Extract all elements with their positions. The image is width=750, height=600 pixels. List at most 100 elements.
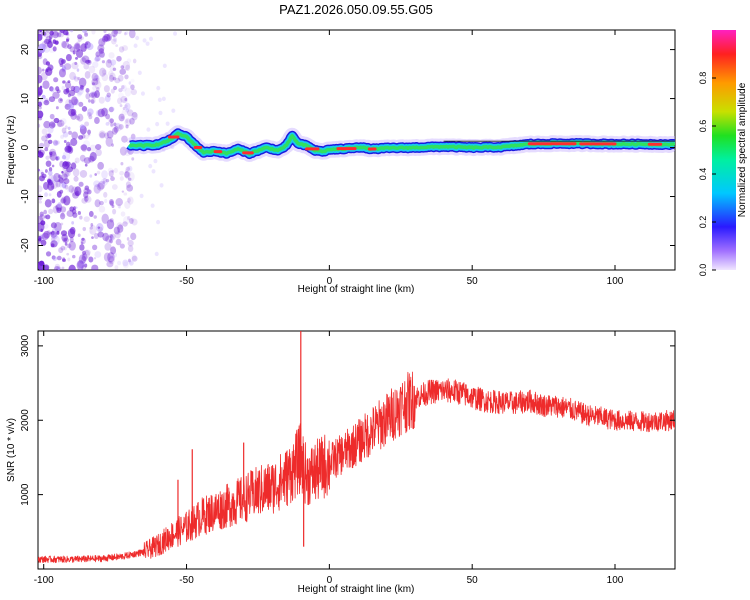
noise-speckle xyxy=(47,125,54,134)
noise-speckle xyxy=(171,108,176,113)
noise-speckle xyxy=(158,110,163,116)
noise-speckle xyxy=(71,61,79,70)
noise-speckle xyxy=(127,109,134,117)
noise-speckle xyxy=(114,231,121,239)
noise-speckle xyxy=(59,206,67,213)
noise-speckle xyxy=(71,131,79,140)
noise-speckle xyxy=(117,74,124,82)
noise-speckle xyxy=(45,67,53,76)
snr-line xyxy=(38,371,675,564)
noise-speckle xyxy=(119,104,123,108)
noise-speckle xyxy=(155,121,160,127)
noise-speckle xyxy=(59,177,64,184)
noise-speckle xyxy=(99,51,105,58)
noise-speckle xyxy=(156,219,161,225)
noise-speckle xyxy=(45,155,50,160)
top-xtick-label: -100 xyxy=(34,276,54,287)
noise-speckle xyxy=(38,91,42,98)
noise-speckle xyxy=(98,130,106,139)
noise-speckle xyxy=(104,198,108,204)
noise-speckle xyxy=(157,97,162,102)
noise-speckle xyxy=(117,229,120,233)
noise-speckle xyxy=(103,252,111,262)
noise-speckle xyxy=(80,144,88,151)
noise-speckle xyxy=(61,196,67,204)
noise-speckle xyxy=(115,238,122,246)
noise-speckle xyxy=(57,179,61,183)
noise-speckle xyxy=(38,116,43,121)
noise-speckle xyxy=(41,128,48,135)
noise-speckle xyxy=(114,123,122,132)
noise-speckle xyxy=(109,233,116,240)
noise-speckle xyxy=(83,216,90,223)
noise-speckle xyxy=(128,258,131,263)
noise-speckle xyxy=(62,161,70,170)
noise-speckle xyxy=(76,113,84,122)
noise-speckle xyxy=(62,165,68,172)
noise-speckle xyxy=(60,198,66,204)
noise-speckle xyxy=(77,34,83,40)
noise-speckle xyxy=(103,34,112,42)
noise-speckle xyxy=(116,222,124,230)
noise-speckle xyxy=(38,150,42,154)
noise-speckle xyxy=(38,151,44,158)
noise-speckle xyxy=(101,213,109,224)
noise-speckle xyxy=(122,60,131,71)
noise-speckle xyxy=(40,239,47,246)
noise-speckle xyxy=(52,139,58,146)
noise-speckle xyxy=(124,31,129,35)
noise-speckle xyxy=(40,220,46,226)
noise-speckle xyxy=(95,148,102,157)
noise-speckle xyxy=(127,239,134,247)
noise-speckle xyxy=(80,57,87,65)
noise-speckle xyxy=(150,203,155,208)
noise-speckle xyxy=(101,60,106,64)
noise-speckle xyxy=(99,132,106,138)
noise-speckle xyxy=(100,110,104,115)
x-axis-ticks: -100 -50 0 50 100 xyxy=(34,30,624,287)
noise-speckle xyxy=(84,121,90,127)
noise-speckle xyxy=(114,77,121,84)
noise-speckle xyxy=(47,170,53,176)
noise-speckle xyxy=(104,108,109,114)
noise-speckle xyxy=(86,42,94,51)
noise-speckle xyxy=(126,197,131,203)
noise-speckle xyxy=(118,88,123,93)
noise-speckle xyxy=(124,87,132,97)
noise-speckle xyxy=(61,85,65,90)
noise-speckle xyxy=(111,184,118,190)
noise-speckle xyxy=(91,236,94,240)
noise-speckle xyxy=(58,175,62,178)
noise-speckle xyxy=(119,176,124,181)
noise-speckle xyxy=(122,98,128,104)
top-ytick-label: 0 xyxy=(20,144,31,150)
noise-speckle xyxy=(113,122,117,127)
noise-speckle xyxy=(113,126,119,133)
noise-speckle xyxy=(50,222,57,229)
noise-speckle xyxy=(55,86,60,92)
noise-speckle xyxy=(43,230,51,239)
noise-speckle xyxy=(126,58,132,64)
noise-speckle xyxy=(81,256,87,264)
noise-speckle xyxy=(74,43,80,50)
noise-speckle xyxy=(83,157,92,164)
noise-speckle xyxy=(81,253,88,261)
noise-speckle xyxy=(101,35,109,43)
noise-speckle xyxy=(38,262,42,270)
noise-speckle xyxy=(103,191,108,198)
noise-speckle xyxy=(61,127,67,134)
noise-speckle xyxy=(57,174,62,179)
noise-speckle xyxy=(106,130,114,139)
noise-speckle xyxy=(103,33,111,42)
noise-speckle xyxy=(51,30,58,36)
noise-speckle xyxy=(44,199,52,208)
noise-speckle xyxy=(45,61,50,66)
noise-speckle xyxy=(124,102,131,111)
noise-speckle xyxy=(118,46,125,53)
noise-speckle xyxy=(173,31,178,36)
top-xtick-label: 100 xyxy=(607,276,624,287)
noise-speckle xyxy=(109,118,115,124)
noise-speckle xyxy=(111,38,117,45)
noise-speckle xyxy=(43,181,49,190)
noise-speckle xyxy=(79,85,85,90)
